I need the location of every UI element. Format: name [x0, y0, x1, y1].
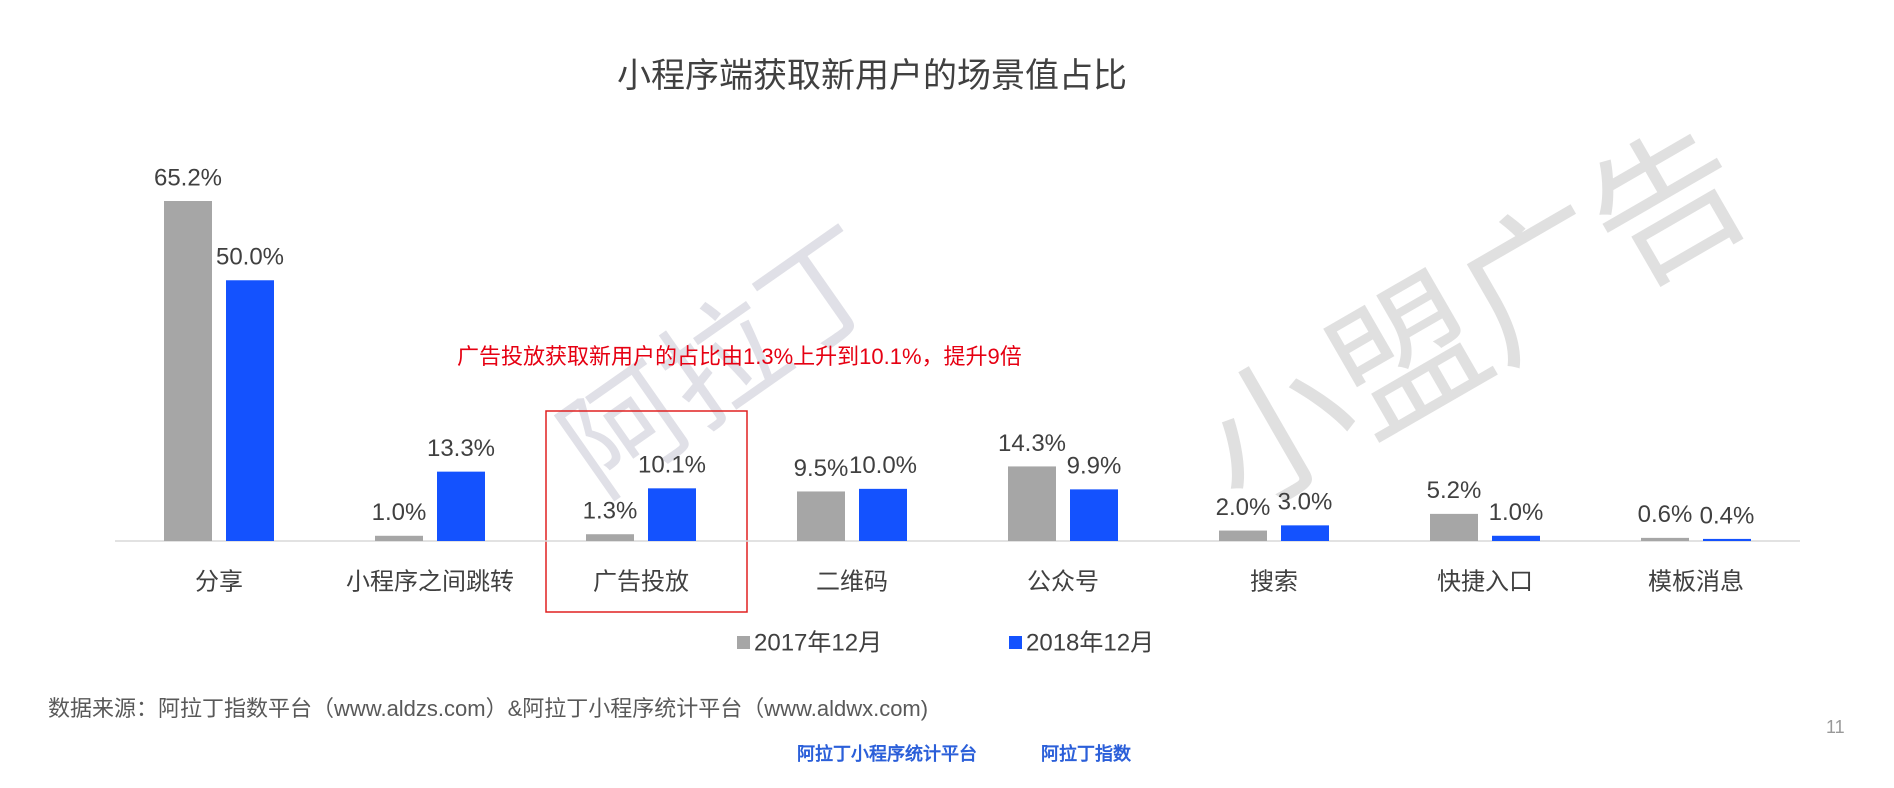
x-tick-label: 广告投放: [593, 568, 689, 595]
x-tick-label: 搜索: [1250, 568, 1298, 595]
data-label: 13.3%: [427, 435, 495, 462]
legend-label: 2017年12月: [754, 629, 882, 656]
bar: [1641, 537, 1689, 541]
data-label: 50.0%: [216, 244, 284, 271]
bar: [1430, 513, 1478, 541]
data-label: 1.0%: [372, 499, 427, 526]
data-label: 9.9%: [1067, 453, 1122, 480]
data-label: 10.0%: [849, 452, 917, 479]
x-tick-label: 小程序之间跳转: [346, 568, 514, 595]
data-label: 1.3%: [583, 498, 638, 525]
bar: [1219, 530, 1267, 541]
data-label: 10.1%: [638, 452, 706, 479]
bar: [1492, 535, 1540, 541]
chart-title: 小程序端获取新用户的场景值占比: [617, 57, 1127, 95]
x-tick-label: 二维码: [816, 568, 888, 595]
data-label: 0.6%: [1638, 501, 1693, 528]
bar: [226, 280, 274, 541]
data-label: 3.0%: [1278, 489, 1333, 516]
bar: [1070, 489, 1118, 541]
bar: [586, 534, 634, 541]
data-label: 2.0%: [1216, 494, 1271, 521]
bar: [1008, 466, 1056, 541]
bar: [1281, 525, 1329, 541]
bar: [437, 471, 485, 541]
data-label: 0.4%: [1700, 502, 1755, 529]
data-label: 65.2%: [154, 164, 222, 191]
legend-swatch: [1009, 636, 1022, 649]
x-tick-label: 分享: [195, 568, 243, 595]
source: 数据来源：阿拉丁指数平台（www.aldzs.com）&阿拉丁小程序统计平台（w…: [48, 696, 928, 721]
legend-label: 2018年12月: [1026, 629, 1154, 656]
x-tick-label: 公众号: [1027, 568, 1099, 595]
x-tick-label: 模板消息: [1648, 568, 1744, 595]
bar: [164, 201, 212, 541]
data-label: 1.0%: [1489, 499, 1544, 526]
watermark: 小盟广告: [1172, 97, 1776, 543]
legend-swatch: [737, 636, 750, 649]
data-label: 9.5%: [794, 455, 849, 482]
logo: 阿拉丁小程序统计平台: [797, 743, 977, 764]
page-number: 11: [1826, 717, 1845, 737]
bar: [797, 491, 845, 541]
logo: 阿拉丁指数: [1041, 743, 1132, 764]
x-tick-label: 快捷入口: [1437, 568, 1533, 595]
bar: [375, 535, 423, 541]
bar: [648, 488, 696, 541]
bar: [1703, 538, 1751, 541]
data-label: 14.3%: [998, 430, 1066, 457]
annotation: 广告投放获取新用户的占比由1.3%上升到10.1%，提升9倍: [457, 344, 1022, 369]
data-label: 5.2%: [1427, 477, 1482, 504]
highlight-box: [545, 410, 748, 613]
bar: [859, 488, 907, 541]
